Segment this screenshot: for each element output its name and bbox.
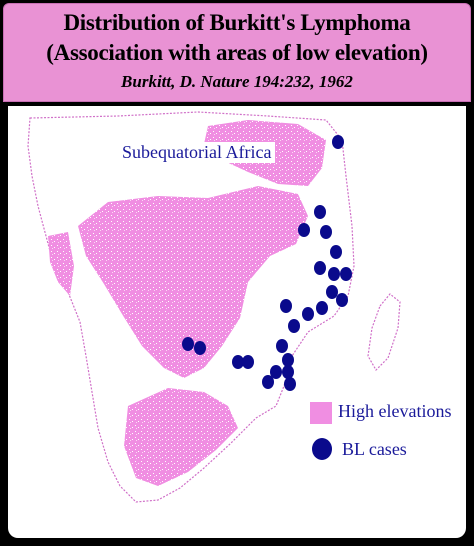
- bl-case-dot: [314, 261, 326, 275]
- high-elevation-south: [124, 388, 238, 486]
- bl-case-dot: [328, 267, 340, 281]
- bl-cases: [182, 135, 352, 391]
- map-panel: Subequatorial Africa High elevations BL …: [8, 106, 466, 538]
- bl-case-dot: [320, 225, 332, 239]
- bl-case-dot: [282, 353, 294, 367]
- title-line-2: (Association with areas of low elevation…: [46, 40, 428, 65]
- bl-case-dot: [282, 365, 294, 379]
- bl-case-dot: [340, 267, 352, 281]
- bl-case-dot: [280, 299, 292, 313]
- legend-high-elevation-label: High elevations: [338, 401, 452, 421]
- bl-case-dot: [298, 223, 310, 237]
- bl-case-dot: [262, 375, 274, 389]
- high-elevation-west: [78, 186, 308, 378]
- bl-case-dot: [330, 245, 342, 259]
- bl-case-dot: [288, 319, 300, 333]
- bl-case-dot: [276, 339, 288, 353]
- bl-case-dot: [336, 293, 348, 307]
- bl-case-dot: [326, 285, 338, 299]
- map-svg: [27, 111, 401, 503]
- legend-bl-cases-label: BL cases: [342, 439, 407, 459]
- madagascar-outline: [367, 293, 401, 371]
- title-line-1: Distribution of Burkitt's Lymphoma: [63, 10, 411, 35]
- legend-bl-case-dot: [312, 438, 332, 460]
- bl-case-dot: [316, 301, 328, 315]
- bl-case-dot: [242, 355, 254, 369]
- title-header: Distribution of Burkitt's Lymphoma (Asso…: [3, 3, 471, 102]
- region-label: Subequatorial Africa: [118, 142, 276, 163]
- bl-case-dot: [284, 377, 296, 391]
- high-elevation-coast-strip: [48, 232, 74, 296]
- bl-case-dot: [194, 341, 206, 355]
- bl-case-dot: [302, 307, 314, 321]
- bl-case-dot: [270, 365, 282, 379]
- bl-case-dot: [182, 337, 194, 351]
- bl-case-dot: [232, 355, 244, 369]
- bl-case-dot: [332, 135, 344, 149]
- legend-high-elevation-swatch: [310, 402, 332, 424]
- bl-case-dot: [314, 205, 326, 219]
- citation: Burkitt, D. Nature 194:232, 1962: [121, 72, 353, 91]
